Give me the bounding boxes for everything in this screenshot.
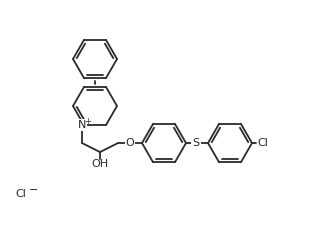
Text: −: −: [29, 185, 38, 195]
Text: Cl: Cl: [257, 138, 268, 148]
Text: N: N: [78, 120, 86, 130]
Text: S: S: [192, 138, 200, 148]
Text: Cl: Cl: [15, 189, 26, 199]
Text: +: +: [85, 117, 92, 125]
Text: OH: OH: [92, 159, 108, 169]
Text: O: O: [126, 138, 134, 148]
